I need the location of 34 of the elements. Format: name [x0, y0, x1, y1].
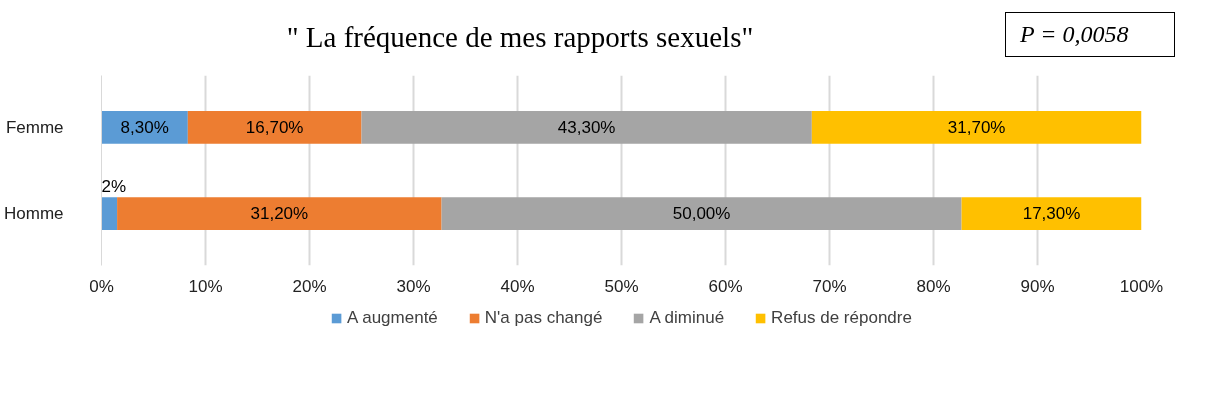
data-label: 31,70%	[947, 117, 1006, 137]
legend-label: N'a pas changé	[484, 308, 603, 328]
bar	[361, 110, 812, 144]
legend-label: Refus de répondre	[771, 308, 912, 328]
bar	[441, 197, 962, 231]
data-label: 17,30%	[1022, 204, 1081, 224]
x-tick-label: 50%	[604, 276, 639, 296]
y-tick-label: Femme	[5, 117, 64, 137]
bar	[187, 110, 362, 144]
data-label: 8,30%	[120, 117, 169, 137]
data-label: 2%	[101, 176, 127, 196]
bar	[961, 197, 1142, 231]
x-tick-label: 30%	[396, 276, 431, 296]
data-label: 16,70%	[245, 117, 304, 137]
chart-title: " La fréquence de mes rapports sexuels"	[286, 20, 754, 55]
bar	[811, 110, 1142, 144]
data-label: 50,00%	[672, 204, 731, 224]
y-tick-label: Homme	[3, 204, 64, 224]
text: P = 0,0058	[1020, 20, 1129, 49]
x-tick-label: 70%	[812, 276, 847, 296]
legend-label: A augmenté	[347, 308, 438, 328]
legend-label: A diminué	[649, 308, 725, 328]
x-tick-label: 0%	[89, 276, 114, 296]
bar	[101, 197, 118, 231]
x-tick-label: 10%	[188, 276, 223, 296]
x-tick-label: 20%	[292, 276, 327, 296]
x-tick-label: 40%	[500, 276, 535, 296]
data-label: 31,20%	[250, 204, 309, 224]
x-tick-label: 100%	[1119, 276, 1164, 296]
x-tick-label: 90%	[1020, 276, 1055, 296]
x-tick-label: 60%	[708, 276, 743, 296]
data-label: 43,30%	[557, 117, 616, 137]
x-tick-label: 80%	[916, 276, 951, 296]
bar	[117, 197, 442, 231]
